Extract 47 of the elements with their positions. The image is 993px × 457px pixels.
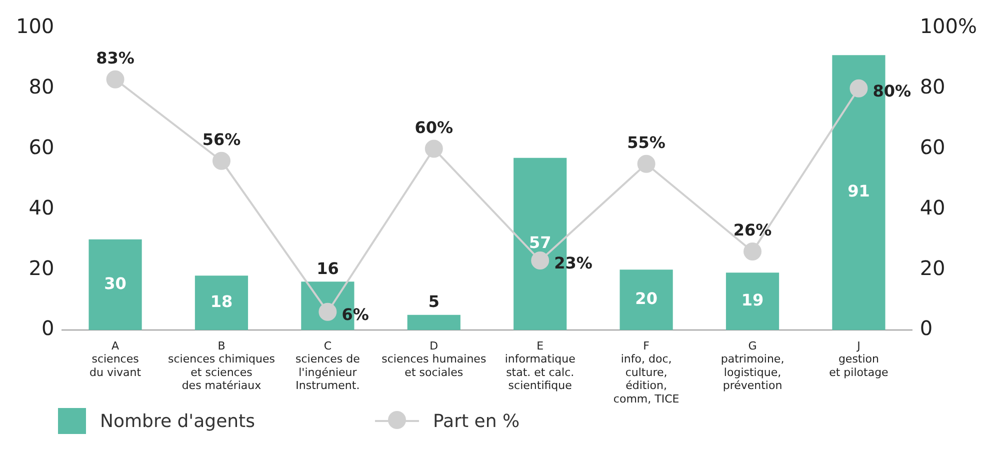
x-tick-label: D sciences humaines et sociales (382, 339, 486, 379)
point (637, 154, 656, 173)
x-tick-label: C sciences de l'ingénieur Instrument. (296, 339, 360, 392)
data-label: 56% (202, 130, 241, 150)
x-tick-label: F info, doc, culture, édition, comm, TICE (613, 339, 680, 406)
bar (407, 314, 460, 330)
legend-label: Nombre d'agents (100, 410, 255, 432)
x-tick-label: E informatique stat. et calc. scientifique (504, 339, 576, 392)
y-tick-label: 100 (16, 14, 54, 38)
y2-tick-label: 100% (920, 14, 978, 38)
data-label: 18 (210, 292, 233, 311)
y-tick-label: 60 (28, 135, 54, 160)
point (424, 140, 443, 158)
point (212, 152, 230, 170)
x-tick-label: J gestion et pilotage (829, 339, 889, 379)
point (106, 70, 124, 88)
data-label: 16 (316, 258, 339, 278)
y2-tick-label: 60 (920, 135, 946, 160)
y-tick-label: 0 (41, 316, 54, 340)
data-label: 5 (428, 292, 440, 312)
bar (726, 272, 780, 330)
data-label: 55% (627, 133, 666, 152)
y-tick-label: 80 (28, 74, 54, 99)
point (744, 242, 762, 260)
data-label: 20 (635, 288, 658, 308)
data-label: 60% (414, 118, 454, 137)
x-tick-label: B sciences chimiques et sciences des matériaux (168, 339, 276, 392)
bar (194, 276, 248, 330)
bar (88, 239, 142, 330)
y-tick-label: 40 (28, 195, 54, 220)
y2-tick-label: 40 (920, 195, 946, 220)
point (531, 252, 550, 270)
x-tick-label: G patrimoine, logistique, prévention (720, 339, 784, 392)
y2-tick-label: 20 (920, 256, 946, 280)
data-label: 19 (741, 290, 764, 310)
x-tick-label: A sciences du vivant (89, 339, 142, 379)
data-label: 30 (104, 274, 126, 293)
point (850, 79, 868, 98)
data-label: 26% (733, 220, 772, 240)
data-label: 91 (848, 182, 870, 201)
data-label: 57 (528, 233, 552, 252)
y2-tick-label: 0 (920, 316, 933, 340)
y-tick-label: 20 (28, 256, 54, 280)
data-label: 83% (96, 48, 134, 68)
legend-label: Part en % (433, 410, 520, 432)
y2-tick-label: 80 (920, 74, 946, 99)
bar (620, 270, 673, 330)
